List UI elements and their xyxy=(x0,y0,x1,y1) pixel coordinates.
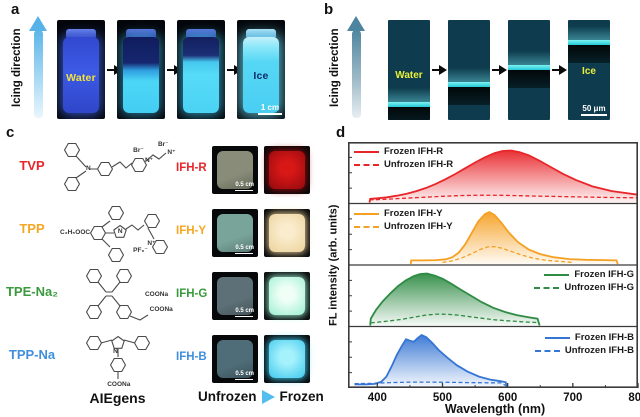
aiegen-name: TVP xyxy=(19,158,45,173)
hydrogel-photo-frozen xyxy=(264,209,310,257)
svg-text:700: 700 xyxy=(563,392,582,404)
frozen-label: Frozen xyxy=(279,389,324,404)
water-label: Water xyxy=(395,70,423,81)
legend-ifh-b: Frozen IFH-B Unfrozen IFH-B xyxy=(498,332,634,356)
microscopy-image-2 xyxy=(448,20,490,120)
panel-a-label: a xyxy=(11,1,20,18)
hydrogel-photo-unfrozen: 0.5 cm xyxy=(212,272,258,320)
legend-line-dashed xyxy=(354,225,379,228)
group-label: C₂H₅OOC xyxy=(60,229,91,237)
freezing-front-band xyxy=(388,102,430,107)
unfrozen-label: Unfrozen xyxy=(198,389,257,404)
aiegen-row-tpp-na: TPP-Na N COONa IFH-B 0.5 cm xyxy=(0,329,320,391)
arrow-right-icon xyxy=(492,65,507,75)
hydrogel-photo-unfrozen: 0.5 cm xyxy=(212,209,258,257)
arrow-right-icon xyxy=(432,65,447,75)
hydrogel-photo-frozen xyxy=(264,335,310,383)
group-label: COONa xyxy=(107,381,131,389)
icing-direction-arrow-a-shaft xyxy=(33,30,43,118)
group-label: COONa xyxy=(144,290,169,298)
legend-line-solid xyxy=(544,336,570,339)
arrow-right-icon xyxy=(552,65,567,75)
aiegen-row-tpp: TPP C₂H₅OOC N PF₆⁻ N⁺ IFH-Y 0.5 cm xyxy=(0,203,320,265)
legend-ifh-y: Frozen IFH-Y Unfrozen IFH-Y xyxy=(354,208,453,232)
legend-ifh-r: Frozen IFH-R Unfrozen IFH-R xyxy=(354,146,453,170)
aiegen-row-tvp: TVP N Br⁻ N⁺ Br⁻ N⁺ IFH-R 0.5 cm xyxy=(0,140,320,202)
legend-line-solid xyxy=(354,212,379,215)
microscopy-image-3 xyxy=(508,20,550,120)
atom-label: N⁺ xyxy=(147,239,156,247)
atom-label: N xyxy=(85,164,91,172)
hydrogel-name: IFH-Y xyxy=(176,225,207,237)
vial-photo-partially-frozen-2 xyxy=(177,20,225,119)
ice-label: Ice xyxy=(582,66,596,77)
y-axis-label: FL intensity (arb. units) xyxy=(327,204,340,326)
svg-text:800: 800 xyxy=(628,392,640,404)
icing-direction-arrow-b-shaft xyxy=(351,30,361,118)
legend-line-solid xyxy=(354,150,379,153)
svg-text:400: 400 xyxy=(368,392,387,404)
atom-label: N xyxy=(117,227,123,235)
unfrozen-frozen-caption: Unfrozen Frozen xyxy=(198,389,324,404)
structure-tpp: C₂H₅OOC N PF₆⁻ N⁺ xyxy=(60,203,178,265)
x-axis-label: Wavelength (nm) xyxy=(444,402,546,416)
structure-tpp-na: N COONa xyxy=(60,329,178,391)
group-label: COONa xyxy=(149,305,173,313)
legend-line-dashed xyxy=(534,349,560,352)
legend-line-solid xyxy=(544,273,570,276)
hydrogel-photo-frozen xyxy=(264,272,310,320)
atom-label: N⁺ xyxy=(144,157,154,165)
aiegen-row-tpe-na2: TPE-Na₂ COONa COONa IFH-G 0.5 cm xyxy=(0,266,320,328)
hydrogel-photo-unfrozen: 0.5 cm xyxy=(212,335,258,383)
hydrogel-photo-unfrozen: 0.5 cm xyxy=(212,146,258,194)
panel-d-label: d xyxy=(336,124,346,141)
atom-label: Br⁻ xyxy=(133,147,144,155)
hydrogel-name: IFH-B xyxy=(176,351,207,363)
legend-line-dashed xyxy=(534,286,560,289)
ice-label: Ice xyxy=(253,69,269,82)
aiegen-name: TPP xyxy=(19,221,45,236)
counterion-label: PF₆⁻ xyxy=(133,247,148,255)
scale-bar-50um: 50 μm xyxy=(581,104,607,116)
atom-label: N⁺ xyxy=(167,149,176,157)
vial-photo-ice: Ice 1 cm xyxy=(237,20,285,119)
structure-tpe-na2: COONa COONa xyxy=(60,266,178,328)
scale-bar-1cm: 1 cm xyxy=(258,103,282,115)
vial-cap xyxy=(66,29,96,39)
vial-photo-partially-frozen-1 xyxy=(117,20,165,119)
aiegen-name: TPP-Na xyxy=(8,347,56,362)
water-label: Water xyxy=(66,72,96,85)
icing-direction-arrow-a-icon xyxy=(29,16,47,31)
svg-text:600: 600 xyxy=(498,392,517,404)
spectra-chart: 400 500 600 700 800 xyxy=(348,142,640,404)
microscopy-image-water: Water xyxy=(388,20,430,120)
svg-text:500: 500 xyxy=(433,392,452,404)
atom-label: Br⁻ xyxy=(157,141,169,148)
legend-ifh-g: Frozen IFH-G Unfrozen IFH-G xyxy=(498,269,634,293)
aiegens-caption: AIEgens xyxy=(89,390,146,406)
vial-photo-water: Water xyxy=(57,20,105,119)
freeze-arrow-icon xyxy=(261,389,275,404)
vial-body xyxy=(63,37,99,113)
legend-line-dashed xyxy=(354,163,379,166)
panel-b-label: b xyxy=(324,1,334,18)
hydrogel-name: IFH-G xyxy=(176,288,208,300)
aiegen-name: TPE-Na₂ xyxy=(5,284,58,299)
hydrogel-name: IFH-R xyxy=(176,162,207,174)
panel-a-direction-label: Icing direction xyxy=(11,28,23,108)
panel-b-direction-label: Icing direction xyxy=(329,28,341,108)
panel-c-label: c xyxy=(6,124,15,141)
hydrogel-photo-frozen xyxy=(264,146,310,194)
icing-direction-arrow-b-icon xyxy=(347,16,365,31)
atom-label: N xyxy=(113,347,118,355)
microscopy-image-ice: Ice 50 μm xyxy=(568,20,610,120)
structure-tvp: N Br⁻ N⁺ Br⁻ N⁺ xyxy=(60,140,178,202)
